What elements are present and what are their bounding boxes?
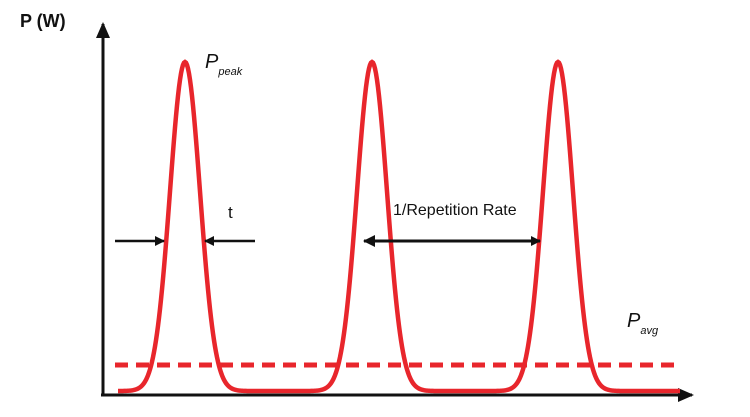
avg-main: P [627,310,641,332]
avg-label: Pavg [627,310,659,337]
width-label: t [228,203,233,222]
period-label: 1/Repetition Rate [393,202,517,219]
peak-main: P [205,51,219,73]
axis-label: P (W) [20,11,66,31]
peak-label: Ppeak [205,51,243,78]
pulses [118,59,680,394]
pulse-train [118,59,680,394]
avg-sub: avg [640,325,659,337]
peak-sub: peak [217,66,242,78]
